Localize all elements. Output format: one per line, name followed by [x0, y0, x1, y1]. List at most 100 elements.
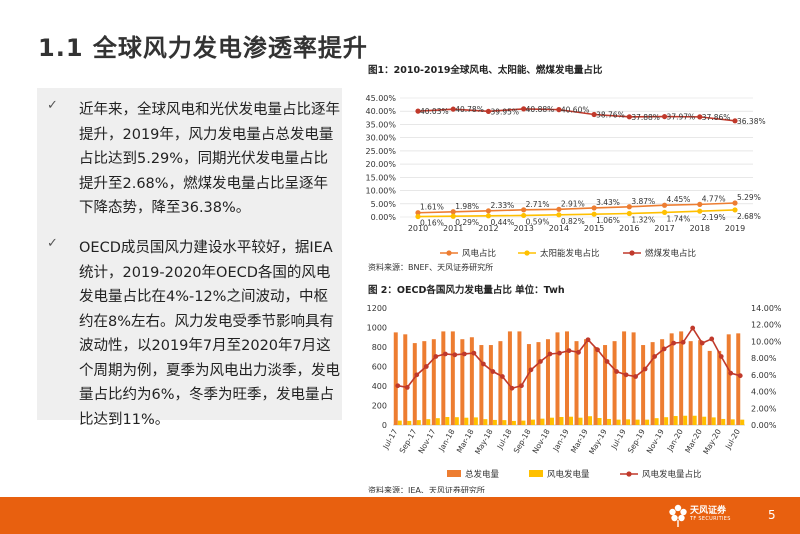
data-point [626, 204, 632, 210]
data-point [652, 354, 658, 359]
data-point [585, 337, 591, 343]
y-tick-label: 5.00% [371, 200, 397, 209]
legend-marker [524, 250, 530, 256]
data-point [591, 111, 597, 118]
bar-wind-generation [502, 420, 507, 425]
legend-marker [446, 250, 452, 256]
bar-total-generation [441, 331, 446, 425]
bar-total-generation [517, 331, 522, 425]
data-label: 37.88% [631, 113, 660, 122]
data-label: 40.03% [420, 107, 449, 116]
bar-total-generation [603, 345, 608, 425]
bar-wind-generation [521, 420, 526, 425]
bar-wind-generation [740, 419, 745, 425]
data-point [728, 370, 734, 376]
bar-total-generation [574, 341, 579, 425]
figure2-source: 资料来源：IEA、天风证券研究所 [368, 486, 485, 495]
data-label: 2.33% [490, 201, 514, 210]
data-point [509, 385, 515, 391]
legend-label: 风电发电量占比 [642, 469, 702, 480]
y2-tick-label: 4.00% [751, 388, 777, 397]
bar-wind-generation [711, 417, 716, 425]
x-tick-label: Jul-17 [381, 427, 400, 451]
y-tick-label: 0.00% [371, 213, 397, 222]
data-point [519, 383, 524, 389]
bar-wind-generation [692, 415, 697, 425]
y-tick-label: 200 [372, 402, 387, 411]
data-point [415, 210, 421, 216]
x-tick-label: 2011 [443, 224, 463, 233]
data-label: 2.71% [526, 200, 550, 209]
bar-wind-generation [721, 418, 726, 425]
y2-tick-label: 12.00% [751, 321, 782, 330]
bar-wind-generation [588, 416, 593, 425]
data-point [591, 211, 597, 217]
y2-tick-label: 2.00% [751, 404, 777, 413]
y-tick-label: 35.00% [365, 120, 396, 129]
data-point [423, 364, 429, 369]
data-point [697, 208, 703, 214]
bar-wind-generation [549, 417, 554, 425]
bar-wind-generation [578, 417, 583, 425]
data-point [697, 114, 703, 120]
data-point [626, 114, 632, 120]
x-tick-label: May-20 [701, 427, 723, 456]
y-tick-label: 40.00% [365, 107, 396, 116]
data-point [521, 212, 527, 219]
bar-wind-generation [473, 417, 478, 425]
data-point [471, 350, 477, 356]
figure1-title: 图1：2010-2019全球风电、太阳能、燃煤发电量占比 [368, 65, 603, 76]
bar-total-generation [412, 343, 417, 425]
bar-total-generation [631, 332, 636, 425]
bar-total-generation [450, 331, 455, 425]
data-point [690, 325, 696, 331]
x-tick-label: May-18 [473, 427, 495, 456]
x-tick-label: Nov-19 [645, 427, 666, 455]
data-point [661, 202, 668, 208]
bar-total-generation [622, 331, 627, 425]
data-point [576, 349, 581, 355]
data-point [732, 200, 738, 206]
y-tick-label: 20.00% [365, 160, 396, 169]
data-point [661, 113, 668, 120]
x-tick-label: 2017 [654, 224, 674, 233]
data-point [480, 361, 486, 367]
bar-wind-generation [607, 418, 612, 425]
data-point [697, 201, 703, 207]
data-point [626, 210, 632, 217]
data-point [442, 351, 448, 357]
data-point [737, 373, 743, 379]
bar-total-generation [612, 341, 617, 425]
x-tick-label: 2018 [690, 224, 710, 233]
bar-total-generation [650, 342, 655, 425]
bar-total-generation [593, 347, 598, 425]
legend-label: 太阳能发电占比 [540, 248, 600, 259]
bar-wind-generation [730, 419, 735, 425]
figure1-chart: 0.00% 5.00% 10.00% 15.00% 20.00% 25.00% 30.00%… [365, 94, 765, 259]
data-point [661, 346, 667, 352]
y2-tick-label: 10.00% [751, 337, 782, 346]
data-label: 37.97% [667, 113, 696, 122]
data-point [500, 374, 505, 379]
x-tick-label: 2016 [619, 224, 639, 233]
data-label: 1.06% [596, 216, 620, 225]
bar-total-generation [669, 333, 674, 425]
legend-swatch [447, 470, 461, 477]
data-label: 4.45% [667, 195, 691, 204]
data-point [556, 107, 562, 113]
figure1-source: 资料来源：BNEF、天风证券研究所 [368, 263, 494, 272]
y2-tick-label: 6.00% [751, 371, 777, 380]
footer-gap [0, 493, 800, 497]
bar-wind-generation [530, 419, 535, 425]
data-label: 39.95% [490, 107, 519, 116]
data-label: 4.77% [702, 194, 726, 203]
y-tick-label: 15.00% [365, 173, 396, 182]
slide-title: 1.1 全球风力发电渗透率提升 [38, 34, 368, 62]
y-tick-label: 1200 [367, 304, 387, 313]
data-label: 1.74% [667, 214, 691, 223]
y2-tick-label: 8.00% [751, 354, 777, 363]
data-point [633, 374, 638, 379]
data-point [547, 351, 553, 357]
bar-total-generation [507, 331, 512, 425]
y-tick-label: 800 [372, 343, 387, 352]
